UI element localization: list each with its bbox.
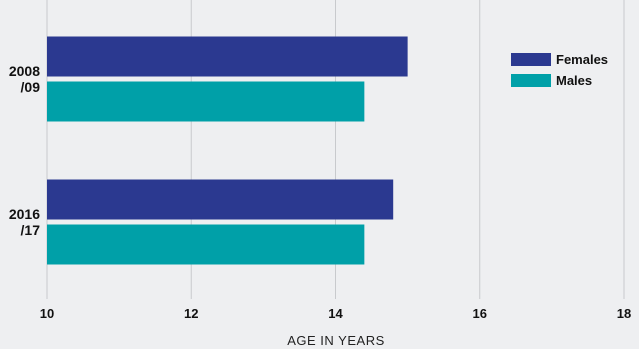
bars	[47, 36, 408, 265]
x-tick-label: 10	[40, 306, 54, 321]
x-tick-label: 16	[473, 306, 487, 321]
category-label-line: /09	[21, 79, 41, 95]
category-label-line: 2016	[9, 206, 40, 222]
bar-males-0	[47, 81, 365, 122]
bar-females-0	[47, 36, 408, 77]
category-label: 2008/09	[9, 63, 40, 95]
bar-females-1	[47, 179, 394, 220]
x-tick-label: 18	[617, 306, 631, 321]
legend-label-females: Females	[556, 52, 608, 67]
legend-swatch-females	[511, 53, 551, 66]
category-label: 2016/17	[9, 206, 40, 238]
category-label-line: 2008	[9, 63, 40, 79]
category-labels: 2008/09 2016/17	[9, 63, 40, 238]
legend: Females Males	[511, 52, 608, 88]
x-axis-title: AGE IN YEARS	[287, 333, 385, 348]
x-tick-label: 14	[328, 306, 343, 321]
legend-swatch-males	[511, 74, 551, 87]
category-label-line: /17	[21, 222, 41, 238]
x-tick-label: 12	[184, 306, 198, 321]
bar-males-1	[47, 224, 365, 265]
x-tick-labels: 10 12 14 16 18	[40, 306, 631, 321]
legend-label-males: Males	[556, 73, 592, 88]
